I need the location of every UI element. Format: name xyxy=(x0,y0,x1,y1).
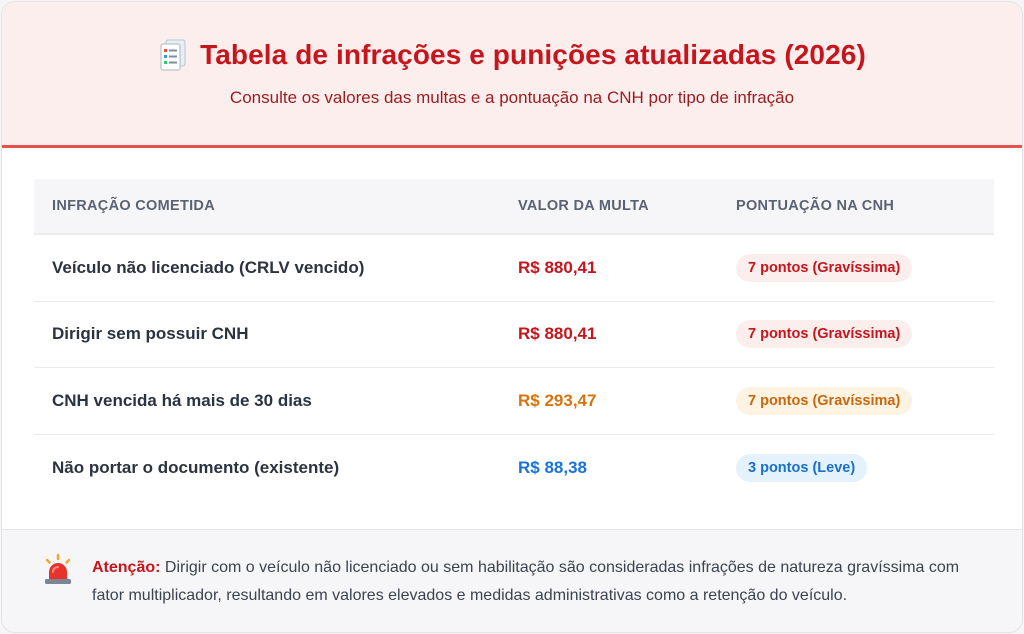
points-badge: 7 pontos (Gravíssima) xyxy=(736,253,913,282)
table-row: CNH vencida há mais de 30 dias R$ 293,47… xyxy=(34,368,994,435)
attention-note: Atenção: Dirigir com o veículo não licen… xyxy=(2,529,1022,632)
column-header-points: PONTUAÇÃO NA CNH xyxy=(736,198,895,214)
attention-label: Atenção: xyxy=(92,559,161,576)
fine-value: R$ 880,41 xyxy=(518,324,597,344)
page-subtitle: Consulte os valores das multas e a pontu… xyxy=(229,88,795,107)
attention-body: Dirigir com o veículo não licenciado ou … xyxy=(92,559,960,604)
column-header-value: VALOR DA MULTA xyxy=(518,198,649,214)
points-badge: 7 pontos (Gravíssima) xyxy=(736,386,913,415)
fine-value: R$ 293,47 xyxy=(518,390,597,410)
table-row: Dirigir sem possuir CNH R$ 880,41 7 pont… xyxy=(34,302,994,368)
infraction-name: Não portar o documento (existente) xyxy=(52,457,340,477)
infraction-table: INFRAÇÃO COMETIDA VALOR DA MULTA PONTUAÇ… xyxy=(34,179,994,501)
document-list-icon xyxy=(158,38,188,72)
fine-value: R$ 880,41 xyxy=(518,257,597,277)
infraction-name: Veículo não licenciado (CRLV vencido) xyxy=(52,257,365,277)
title-row: Tabela de infrações e punições atualizad… xyxy=(2,38,1022,72)
fine-value: R$ 88,38 xyxy=(518,457,587,477)
points-badge: 3 pontos (Leve) xyxy=(736,453,868,482)
attention-text: Atenção: Dirigir com o veículo não licen… xyxy=(92,554,994,610)
table-header: INFRAÇÃO COMETIDA VALOR DA MULTA PONTUAÇ… xyxy=(34,179,994,235)
page-title: Tabela de infrações e punições atualizad… xyxy=(200,39,866,70)
points-badge: 7 pontos (Gravíssima) xyxy=(736,320,913,349)
table-row: Veículo não licenciado (CRLV vencido) R$… xyxy=(34,235,994,302)
infraction-name: CNH vencida há mais de 30 dias xyxy=(52,390,312,410)
card-header: Tabela de infrações e punições atualizad… xyxy=(2,2,1022,148)
siren-icon xyxy=(40,552,76,588)
table-row: Não portar o documento (existente) R$ 88… xyxy=(34,435,994,502)
infraction-name: Dirigir sem possuir CNH xyxy=(52,324,249,344)
column-header-infraction: INFRAÇÃO COMETIDA xyxy=(52,198,215,214)
